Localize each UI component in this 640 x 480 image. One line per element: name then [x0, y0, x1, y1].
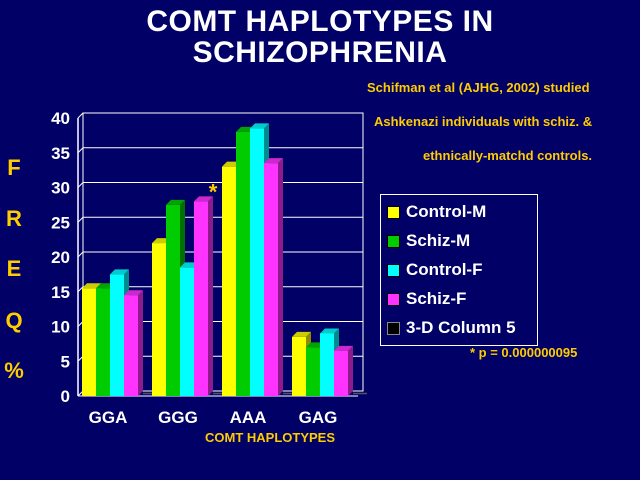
legend-item-control-m: Control-M [387, 200, 486, 224]
bar [82, 288, 96, 396]
gridline-depth [77, 147, 84, 154]
legend-label: Schiz-M [406, 231, 471, 250]
bar-top [264, 158, 283, 164]
chart-title: COMT HAPLOTYPES IN SCHIZOPHRENIA [60, 6, 580, 68]
study-note-line-1: Schifman et al (AJHG, 2002) studied [367, 80, 590, 95]
legend-label: Schiz-F [406, 289, 467, 308]
x-tick-label: GGA [89, 408, 128, 427]
y-tick-label: 35 [51, 144, 70, 163]
bar [334, 350, 348, 396]
bar [320, 333, 334, 396]
bar [96, 288, 110, 396]
y-axis-label-letter: % [4, 358, 24, 383]
legend-swatch [387, 205, 400, 219]
y-tick-label: 20 [51, 248, 70, 267]
y-axis-label-letter: Q [5, 308, 23, 333]
bar [152, 243, 166, 396]
bar [292, 336, 306, 396]
gridline-depth [77, 216, 84, 223]
legend-item-schiz-m: Schiz-M [387, 229, 470, 253]
gridline-depth [77, 112, 84, 119]
y-axis-label-letter: F [7, 155, 21, 180]
y-tick-label: 25 [51, 213, 70, 232]
bar-top [194, 196, 213, 202]
legend-swatch [387, 234, 400, 248]
legend: Control-M Schiz-M Control-F Schiz-F 3-D … [380, 194, 538, 346]
bar-top [334, 345, 353, 351]
bar-side [138, 290, 143, 396]
bar-side [348, 345, 353, 396]
bar [110, 274, 124, 396]
bar-side [278, 158, 283, 396]
bar-top [82, 283, 101, 289]
legend-item-schiz-f: Schiz-F [387, 287, 466, 311]
legend-item-column-5: 3-D Column 5 [387, 316, 516, 340]
p-value-note: * p = 0.000000095 [470, 345, 578, 360]
gridline-depth [77, 182, 84, 188]
y-tick-label: 30 [51, 179, 70, 198]
y-axis-label-letter: E [6, 256, 22, 281]
bar [180, 267, 194, 396]
bar [306, 347, 320, 396]
legend-label: 3-D Column 5 [406, 318, 516, 337]
bar [250, 128, 264, 397]
bar-top [250, 123, 269, 129]
x-tick-label: AAA [230, 408, 267, 427]
x-tick-label: GAG [299, 408, 338, 427]
bar-top [166, 199, 185, 205]
y-tick-label: 10 [51, 318, 70, 337]
legend-swatch [387, 263, 400, 277]
bar [264, 163, 278, 396]
bar-top [292, 331, 311, 337]
study-note-line-3: ethnically-matchd controls. [423, 148, 593, 163]
y-tick-label: 40 [51, 109, 70, 128]
legend-swatch [387, 321, 400, 335]
y-axis-label-letter: R [6, 206, 22, 231]
y-tick-label: 0 [61, 387, 70, 406]
bar [166, 204, 180, 396]
bar [236, 131, 250, 396]
study-note-line-2: Ashkenazi individuals with schiz. & [374, 114, 593, 129]
y-tick-label: 15 [51, 283, 70, 302]
x-tick-label: GGG [158, 408, 198, 427]
significance-star: * [209, 179, 218, 204]
legend-item-control-f: Control-F [387, 258, 482, 282]
legend-swatch [387, 292, 400, 306]
legend-label: Control-M [406, 202, 487, 221]
legend-label: Control-F [406, 260, 483, 279]
bar-top [110, 269, 129, 275]
bar-side [208, 196, 213, 396]
y-tick-label: 5 [61, 352, 70, 371]
bar [194, 201, 208, 396]
bar-top [124, 290, 143, 296]
bar-top [320, 328, 339, 334]
gridline-depth [77, 251, 84, 258]
x-axis-title: COMT HAPLOTYPES [205, 430, 336, 445]
title-line-2: SCHIZOPHRENIA [192, 36, 448, 69]
bar [222, 166, 236, 396]
gridline-depth [77, 286, 84, 293]
bar [124, 295, 138, 396]
title-line-1: COMT HAPLOTYPES IN [146, 5, 494, 38]
